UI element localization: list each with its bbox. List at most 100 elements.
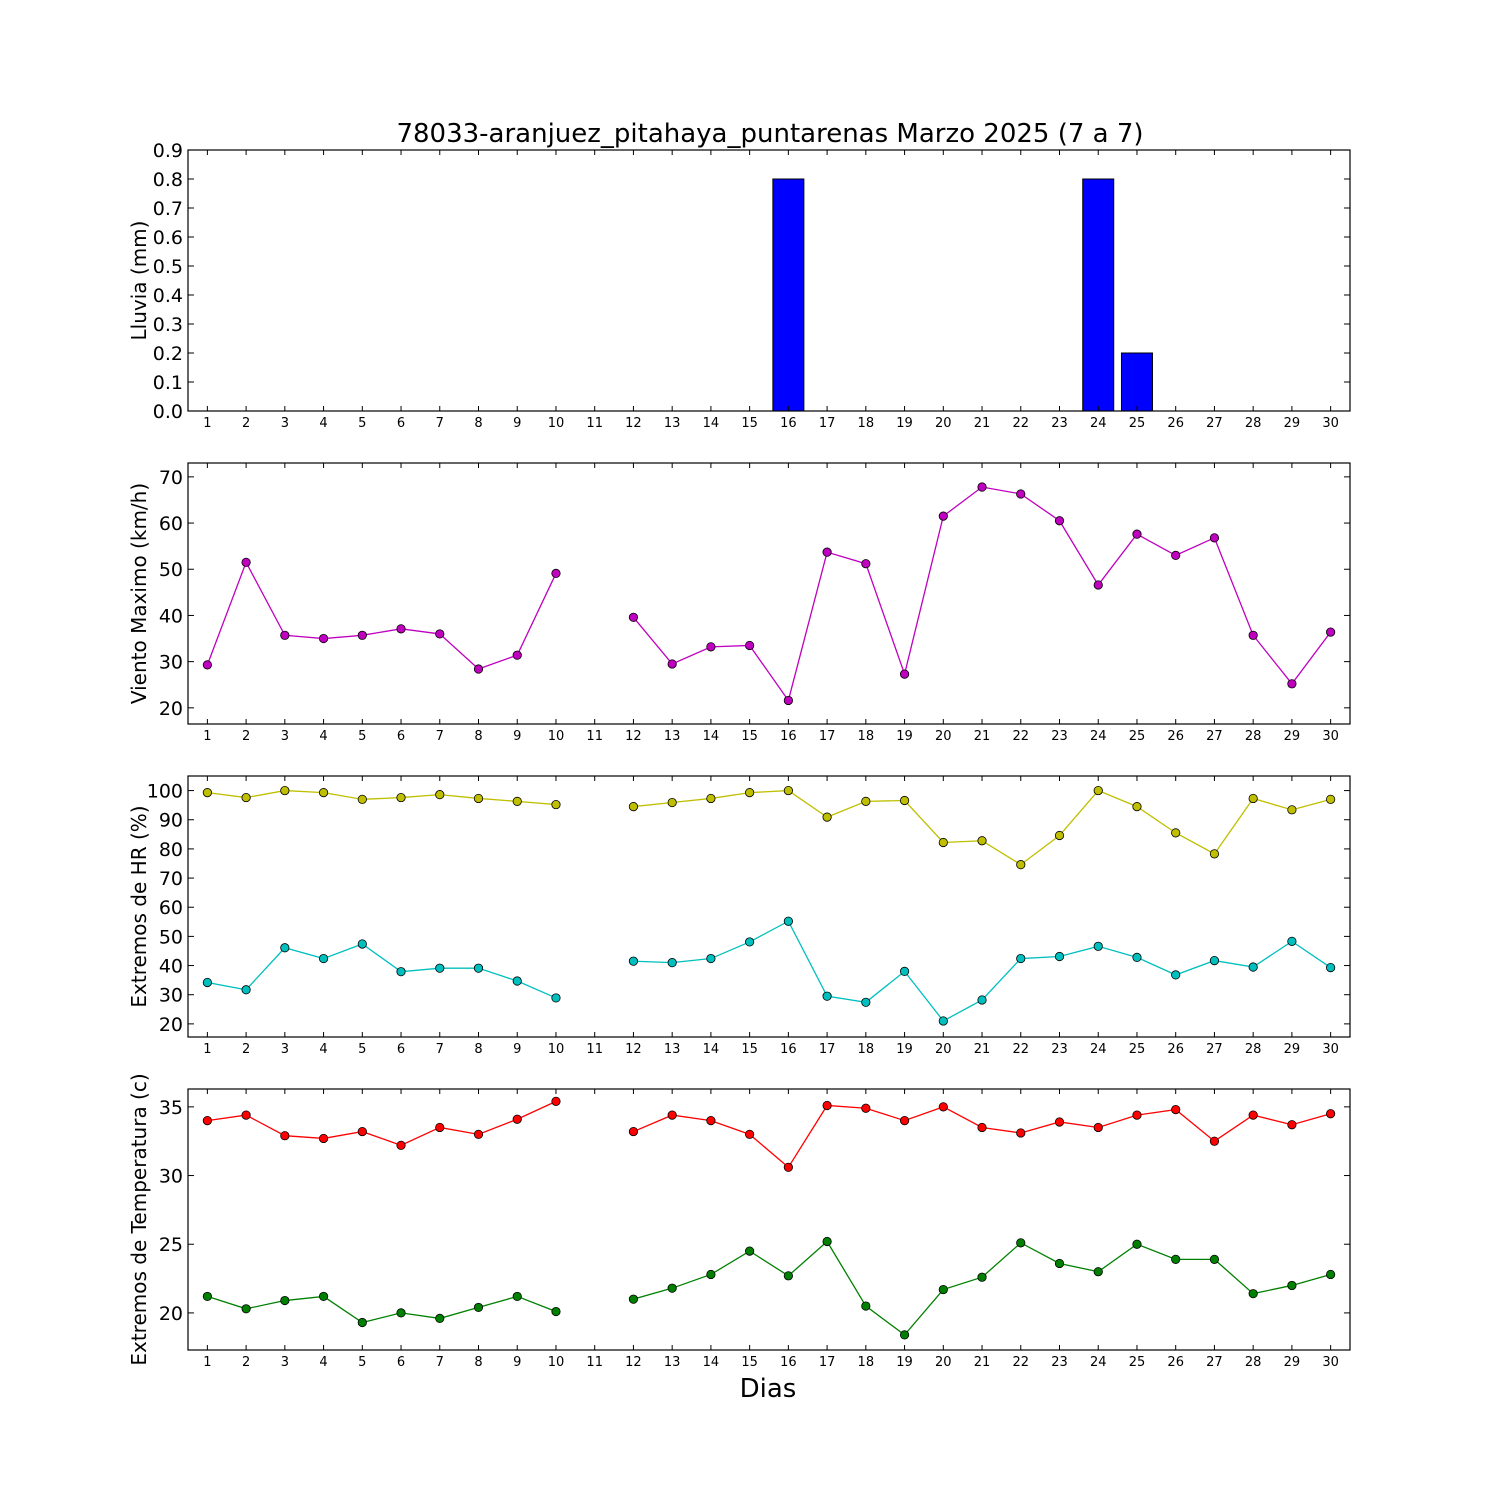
x-tick-label: 14 [703, 1355, 720, 1370]
x-tick-label: 7 [436, 1355, 444, 1370]
series-1-point-day-3 [280, 630, 290, 640]
x-tick-label: 27 [1206, 416, 1223, 431]
series-1-point-day-8 [473, 793, 484, 804]
x-tick-label: 23 [1051, 416, 1068, 431]
x-tick-label: 15 [741, 1042, 758, 1057]
series-1-point-day-13 [667, 1110, 677, 1120]
series-1-point-day-9 [512, 796, 522, 806]
series-1-point-day-16 [783, 785, 793, 796]
series-2-point-day-30 [1326, 1269, 1336, 1280]
series-1-point-day-19 [899, 795, 910, 806]
y-axis-title: Extremos de HR (%) [127, 805, 151, 1007]
series-2-point-day-9 [512, 1291, 522, 1302]
x-tick-label: 12 [625, 1042, 642, 1057]
series-2-point-day-16 [783, 1271, 793, 1281]
series-1-point-day-30 [1326, 627, 1336, 637]
y-tick-label: 0.3 [153, 314, 183, 336]
x-tick-label: 1 [203, 729, 211, 744]
series-1-point-day-17 [822, 812, 832, 822]
series-1-point-day-9 [512, 650, 522, 660]
series-1-point-day-13 [667, 659, 677, 669]
y-tick-label: 20 [159, 1303, 183, 1325]
series-1-line-segment-1 [206, 560, 557, 670]
x-tick-label: 20 [935, 1042, 952, 1057]
x-tick-label: 10 [548, 729, 565, 744]
series-1-point-day-12 [628, 802, 639, 812]
y-axis-title: Lluvia (mm) [127, 221, 151, 341]
axes-frame [187, 1088, 1351, 1351]
series-1-point-day-25 [1132, 529, 1142, 539]
series-2-point-day-18 [861, 1301, 871, 1311]
x-tick-label: 17 [819, 416, 836, 431]
series-2-point-day-8 [473, 963, 484, 973]
series-1-point-day-12 [628, 1126, 639, 1137]
series-1-point-day-29 [1287, 679, 1297, 689]
x-tick-label: 22 [1012, 416, 1029, 431]
y-tick-label: 0.8 [153, 169, 183, 191]
series-1-point-day-24 [1093, 580, 1103, 590]
series-2-point-day-14 [706, 953, 716, 964]
series-1-point-day-7 [435, 1122, 445, 1133]
series-1-point-day-17 [822, 547, 832, 557]
x-tick-label: 1 [203, 1042, 211, 1057]
y-tick-label: 60 [159, 513, 183, 535]
x-tick-label: 5 [358, 729, 366, 744]
x-tick-label: 29 [1284, 416, 1301, 431]
panel-1: 1 2 3 4 5 6 7 8 9 10 11 12 13 14 15 16 17 18 19 20 21 22 23 24 2… [127, 140, 1351, 431]
series-2-point-day-15 [745, 1246, 755, 1256]
series-1-point-day-24 [1093, 1122, 1103, 1133]
series-2-point-day-24 [1093, 1267, 1103, 1277]
y-axis-title: Viento Maximo (km/h) [127, 483, 151, 704]
series-2-point-day-12 [628, 1294, 639, 1304]
series-2-point-day-10 [551, 1306, 561, 1317]
series-2-point-day-20 [938, 1284, 948, 1295]
x-tick-label: 12 [625, 416, 642, 431]
series-2-point-day-5 [357, 1317, 367, 1328]
x-tick-label: 26 [1167, 1355, 1184, 1370]
y-tick-label: 0.5 [153, 256, 183, 278]
series-1-point-day-10 [551, 799, 561, 810]
axes-frame [187, 462, 1351, 725]
y-axis-title: Extremos de Temperatura (c) [127, 1073, 151, 1365]
x-tick-label: 24 [1090, 729, 1107, 744]
y-tick-label: 50 [159, 559, 183, 581]
series-2-point-day-30 [1326, 962, 1336, 973]
x-tick-label: 9 [513, 416, 521, 431]
series-1-point-day-14 [706, 1115, 716, 1126]
x-tick-label: 23 [1051, 729, 1068, 744]
series-2-point-day-7 [435, 963, 445, 973]
series-1-point-day-20 [938, 511, 948, 521]
y-tick-label: 30 [159, 652, 183, 674]
series-2-point-day-19 [899, 966, 910, 976]
x-tick-label: 15 [741, 729, 758, 744]
series-1-point-day-6 [396, 624, 406, 634]
x-tick-label: 11 [586, 416, 603, 431]
x-tick-label: 4 [319, 1042, 327, 1057]
x-tick-label: 9 [513, 729, 521, 744]
series-1-point-day-4 [318, 788, 329, 798]
series-2-point-day-27 [1209, 955, 1220, 966]
x-tick-label: 8 [474, 1355, 482, 1370]
series-1-point-day-27 [1209, 533, 1220, 543]
series-1-point-day-30 [1326, 794, 1336, 804]
x-tick-label: 21 [974, 1355, 991, 1370]
y-tick-label: 80 [159, 839, 183, 861]
x-tick-label: 7 [436, 1042, 444, 1057]
series-1-point-day-22 [1016, 860, 1026, 870]
x-tick-label: 18 [858, 1042, 875, 1057]
bar-day-16 [772, 178, 805, 412]
x-tick-label: 30 [1322, 416, 1339, 431]
x-tick-label: 15 [741, 1355, 758, 1370]
x-tick-label: 21 [974, 729, 991, 744]
x-tick-label: 8 [474, 729, 482, 744]
y-tick-label: 0.1 [153, 372, 183, 394]
series-1-point-day-29 [1287, 805, 1297, 815]
series-1-point-day-1 [202, 1115, 212, 1126]
x-tick-label: 12 [625, 729, 642, 744]
series-2-line-segment-1 [207, 943, 557, 999]
series-2-point-day-1 [202, 1291, 212, 1302]
y-tick-label: 50 [159, 926, 183, 948]
series-1-point-day-22 [1016, 489, 1026, 499]
series-1-line-segment-1 [207, 1100, 557, 1147]
x-tick-label: 30 [1322, 729, 1339, 744]
